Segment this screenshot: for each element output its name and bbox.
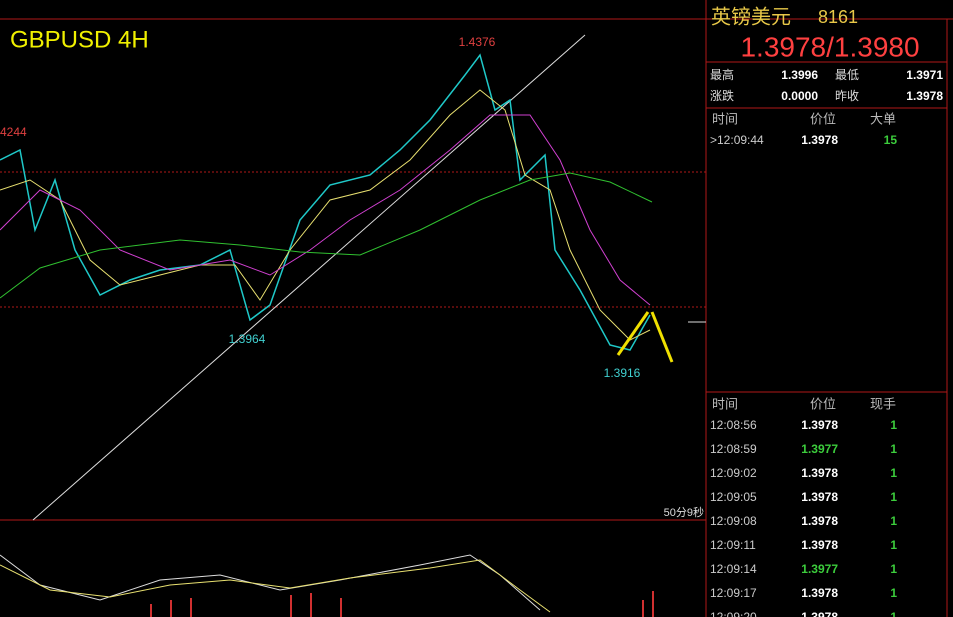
osc-bar xyxy=(642,600,644,617)
row-volume: 1 xyxy=(890,562,897,576)
osc-bar xyxy=(290,595,292,617)
row-time: 12:09:08 xyxy=(710,514,757,528)
table-header: 时间 xyxy=(712,111,738,126)
ma-mid xyxy=(0,114,651,306)
bid-ask: 1.3978/1.3980 xyxy=(740,31,919,62)
ma-slow xyxy=(0,172,653,299)
row-time: 12:09:11 xyxy=(710,538,756,552)
row-price: 1.3977 xyxy=(801,442,838,456)
price-path xyxy=(0,53,651,351)
row-time: >12:09:44 xyxy=(710,133,764,147)
osc-bar xyxy=(652,591,654,617)
row-volume: 1 xyxy=(890,418,897,432)
row-price: 1.3978 xyxy=(801,418,838,432)
row-price: 1.3978 xyxy=(801,133,838,147)
symbol-code: 8161 xyxy=(818,7,858,27)
row-volume: 15 xyxy=(884,133,898,147)
row-time: 12:09:20 xyxy=(710,610,757,617)
chart-title: GBPUSD 4H xyxy=(10,26,149,53)
stat-value: 1.3971 xyxy=(906,68,943,82)
price-label: 4244 xyxy=(0,125,27,139)
row-volume: 1 xyxy=(890,514,897,528)
stat-label: 涨跌 xyxy=(710,88,734,103)
osc-signal xyxy=(0,559,551,613)
stat-label: 最高 xyxy=(710,67,734,82)
row-price: 1.3978 xyxy=(801,490,838,504)
row-price: 1.3977 xyxy=(801,562,838,576)
row-price: 1.3978 xyxy=(801,466,838,480)
table-header: 价位 xyxy=(810,111,836,126)
bar-timer: 50分9秒 xyxy=(664,505,704,519)
osc-line xyxy=(0,554,541,611)
stat-label: 昨收 xyxy=(835,89,859,103)
row-price: 1.3978 xyxy=(801,586,838,600)
table-header: 价位 xyxy=(810,396,836,411)
price-label: 1.3964 xyxy=(229,332,266,346)
osc-bar xyxy=(170,600,172,617)
row-volume: 1 xyxy=(890,610,897,617)
row-time: 12:09:14 xyxy=(710,562,757,576)
row-time: 12:09:17 xyxy=(710,586,757,600)
table-header: 现手 xyxy=(870,396,896,411)
stat-value: 1.3996 xyxy=(781,68,818,82)
row-time: 12:09:05 xyxy=(710,490,757,504)
osc-bar xyxy=(150,604,152,617)
table-header: 时间 xyxy=(712,396,738,411)
symbol-name: 英镑美元 xyxy=(711,5,791,28)
row-volume: 1 xyxy=(890,466,897,480)
row-time: 12:09:02 xyxy=(710,466,757,480)
osc-bar xyxy=(310,593,312,617)
trend-line xyxy=(32,34,586,521)
arrow-down xyxy=(650,311,674,363)
price-label: 1.3916 xyxy=(604,366,641,380)
stat-value: 0.0000 xyxy=(781,89,818,103)
osc-bar xyxy=(340,598,342,617)
row-volume: 1 xyxy=(890,490,897,504)
table-header: 大单 xyxy=(870,111,896,126)
stat-value: 1.3978 xyxy=(906,89,943,103)
osc-histogram xyxy=(150,591,654,617)
row-time: 12:08:59 xyxy=(710,442,757,456)
price-label: 1.4376 xyxy=(459,35,496,49)
row-volume: 1 xyxy=(890,586,897,600)
row-price: 1.3978 xyxy=(801,538,838,552)
arrow-up xyxy=(616,311,650,356)
ma-fast xyxy=(0,89,651,341)
stat-label: 最低 xyxy=(835,68,859,82)
row-time: 12:08:56 xyxy=(710,418,757,432)
row-volume: 1 xyxy=(890,442,897,456)
row-price: 1.3978 xyxy=(801,514,838,528)
row-volume: 1 xyxy=(890,538,897,552)
row-price: 1.3978 xyxy=(801,610,838,617)
osc-bar xyxy=(190,598,192,617)
